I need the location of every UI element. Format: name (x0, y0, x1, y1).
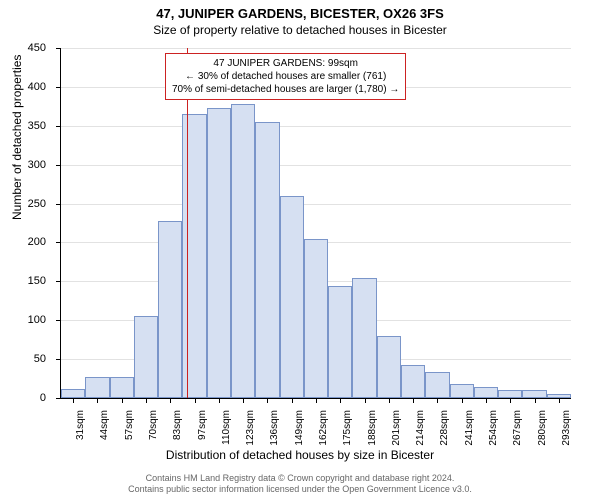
ytick-mark (56, 48, 61, 49)
ytick-mark (56, 398, 61, 399)
plot-box (60, 48, 571, 399)
histogram-bar (425, 372, 449, 398)
xtick-mark (559, 398, 560, 403)
xtick-mark (267, 398, 268, 403)
histogram-bar (352, 278, 376, 398)
xtick-mark (535, 398, 536, 403)
histogram-bar (498, 390, 522, 398)
ytick-label: 0 (6, 392, 46, 404)
ytick-label: 300 (6, 159, 46, 171)
footer-attribution: Contains HM Land Registry data © Crown c… (0, 473, 600, 496)
xtick-mark (365, 398, 366, 403)
histogram-bar (134, 316, 158, 398)
histogram-bar (328, 286, 352, 398)
histogram-bar (377, 336, 401, 398)
histogram-bar (522, 390, 546, 398)
xtick-mark (243, 398, 244, 403)
ytick-mark (56, 320, 61, 321)
ytick-label: 450 (6, 42, 46, 54)
xtick-mark (73, 398, 74, 403)
y-axis-label: Number of detached properties (10, 55, 24, 220)
gridline (61, 48, 571, 49)
gridline (61, 126, 571, 127)
xtick-mark (462, 398, 463, 403)
histogram-bar (280, 196, 304, 398)
annotation-line3: 70% of semi-detached houses are larger (… (172, 83, 399, 96)
xtick-mark (316, 398, 317, 403)
histogram-bar (85, 377, 109, 398)
x-axis-label: Distribution of detached houses by size … (0, 448, 600, 462)
xtick-mark (486, 398, 487, 403)
histogram-bar (304, 239, 328, 398)
ytick-mark (56, 359, 61, 360)
ytick-mark (56, 87, 61, 88)
ytick-mark (56, 281, 61, 282)
ytick-mark (56, 204, 61, 205)
histogram-bar (61, 389, 85, 398)
xtick-mark (389, 398, 390, 403)
footer-line1: Contains HM Land Registry data © Crown c… (0, 473, 600, 485)
ytick-label: 150 (6, 275, 46, 287)
xtick-mark (122, 398, 123, 403)
chart-title-description: Size of property relative to detached ho… (0, 21, 600, 37)
xtick-mark (97, 398, 98, 403)
histogram-bar (110, 377, 134, 398)
xtick-mark (340, 398, 341, 403)
histogram-bar (401, 365, 425, 398)
ytick-label: 50 (6, 353, 46, 365)
plot-area: 47 JUNIPER GARDENS: 99sqm ← 30% of detac… (60, 48, 570, 398)
xtick-mark (195, 398, 196, 403)
xtick-mark (219, 398, 220, 403)
xtick-mark (146, 398, 147, 403)
histogram-bar (474, 387, 498, 398)
ytick-label: 200 (6, 236, 46, 248)
ytick-mark (56, 165, 61, 166)
xtick-mark (510, 398, 511, 403)
histogram-bar (207, 108, 231, 398)
annotation-box: 47 JUNIPER GARDENS: 99sqm ← 30% of detac… (165, 53, 406, 100)
chart-container: 47, JUNIPER GARDENS, BICESTER, OX26 3FS … (0, 0, 600, 500)
histogram-bar (450, 384, 474, 398)
ytick-label: 400 (6, 81, 46, 93)
annotation-line1: 47 JUNIPER GARDENS: 99sqm (172, 57, 399, 70)
gridline (61, 165, 571, 166)
chart-title-address: 47, JUNIPER GARDENS, BICESTER, OX26 3FS (0, 0, 600, 21)
xtick-mark (170, 398, 171, 403)
ytick-mark (56, 126, 61, 127)
xtick-mark (413, 398, 414, 403)
gridline (61, 204, 571, 205)
annotation-line2: ← 30% of detached houses are smaller (76… (172, 70, 399, 83)
ytick-label: 350 (6, 120, 46, 132)
histogram-bar (255, 122, 279, 398)
ytick-label: 100 (6, 314, 46, 326)
xtick-mark (437, 398, 438, 403)
histogram-bar (182, 114, 206, 398)
ytick-label: 250 (6, 198, 46, 210)
footer-line2: Contains public sector information licen… (0, 484, 600, 496)
histogram-bar (231, 104, 255, 398)
reference-line (187, 48, 188, 398)
xtick-mark (292, 398, 293, 403)
histogram-bar (158, 221, 182, 398)
ytick-mark (56, 242, 61, 243)
